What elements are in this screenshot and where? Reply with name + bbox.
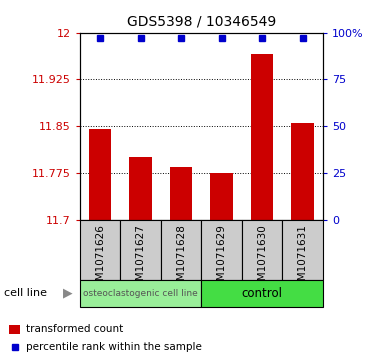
Text: GSM1071630: GSM1071630 <box>257 224 267 294</box>
Bar <box>282 220 323 280</box>
Bar <box>80 220 120 280</box>
Bar <box>291 123 313 220</box>
Bar <box>129 157 152 220</box>
Text: transformed count: transformed count <box>26 323 123 334</box>
Bar <box>80 280 201 307</box>
Text: GSM1071629: GSM1071629 <box>217 224 227 294</box>
Text: GSM1071626: GSM1071626 <box>95 224 105 294</box>
Bar <box>120 220 161 280</box>
Bar <box>210 173 233 220</box>
Text: GSM1071627: GSM1071627 <box>135 224 145 294</box>
Text: GSM1071628: GSM1071628 <box>176 224 186 294</box>
Text: percentile rank within the sample: percentile rank within the sample <box>26 342 202 352</box>
Bar <box>242 220 282 280</box>
Text: cell line: cell line <box>4 288 47 298</box>
Bar <box>89 129 111 220</box>
Title: GDS5398 / 10346549: GDS5398 / 10346549 <box>127 15 276 29</box>
Bar <box>201 220 242 280</box>
Text: osteoclastogenic cell line: osteoclastogenic cell line <box>83 289 198 298</box>
Bar <box>170 167 192 220</box>
Text: GSM1071631: GSM1071631 <box>298 224 308 294</box>
Bar <box>251 54 273 220</box>
Text: ▶: ▶ <box>63 287 73 299</box>
Bar <box>201 280 323 307</box>
Bar <box>161 220 201 280</box>
Text: control: control <box>242 287 283 299</box>
